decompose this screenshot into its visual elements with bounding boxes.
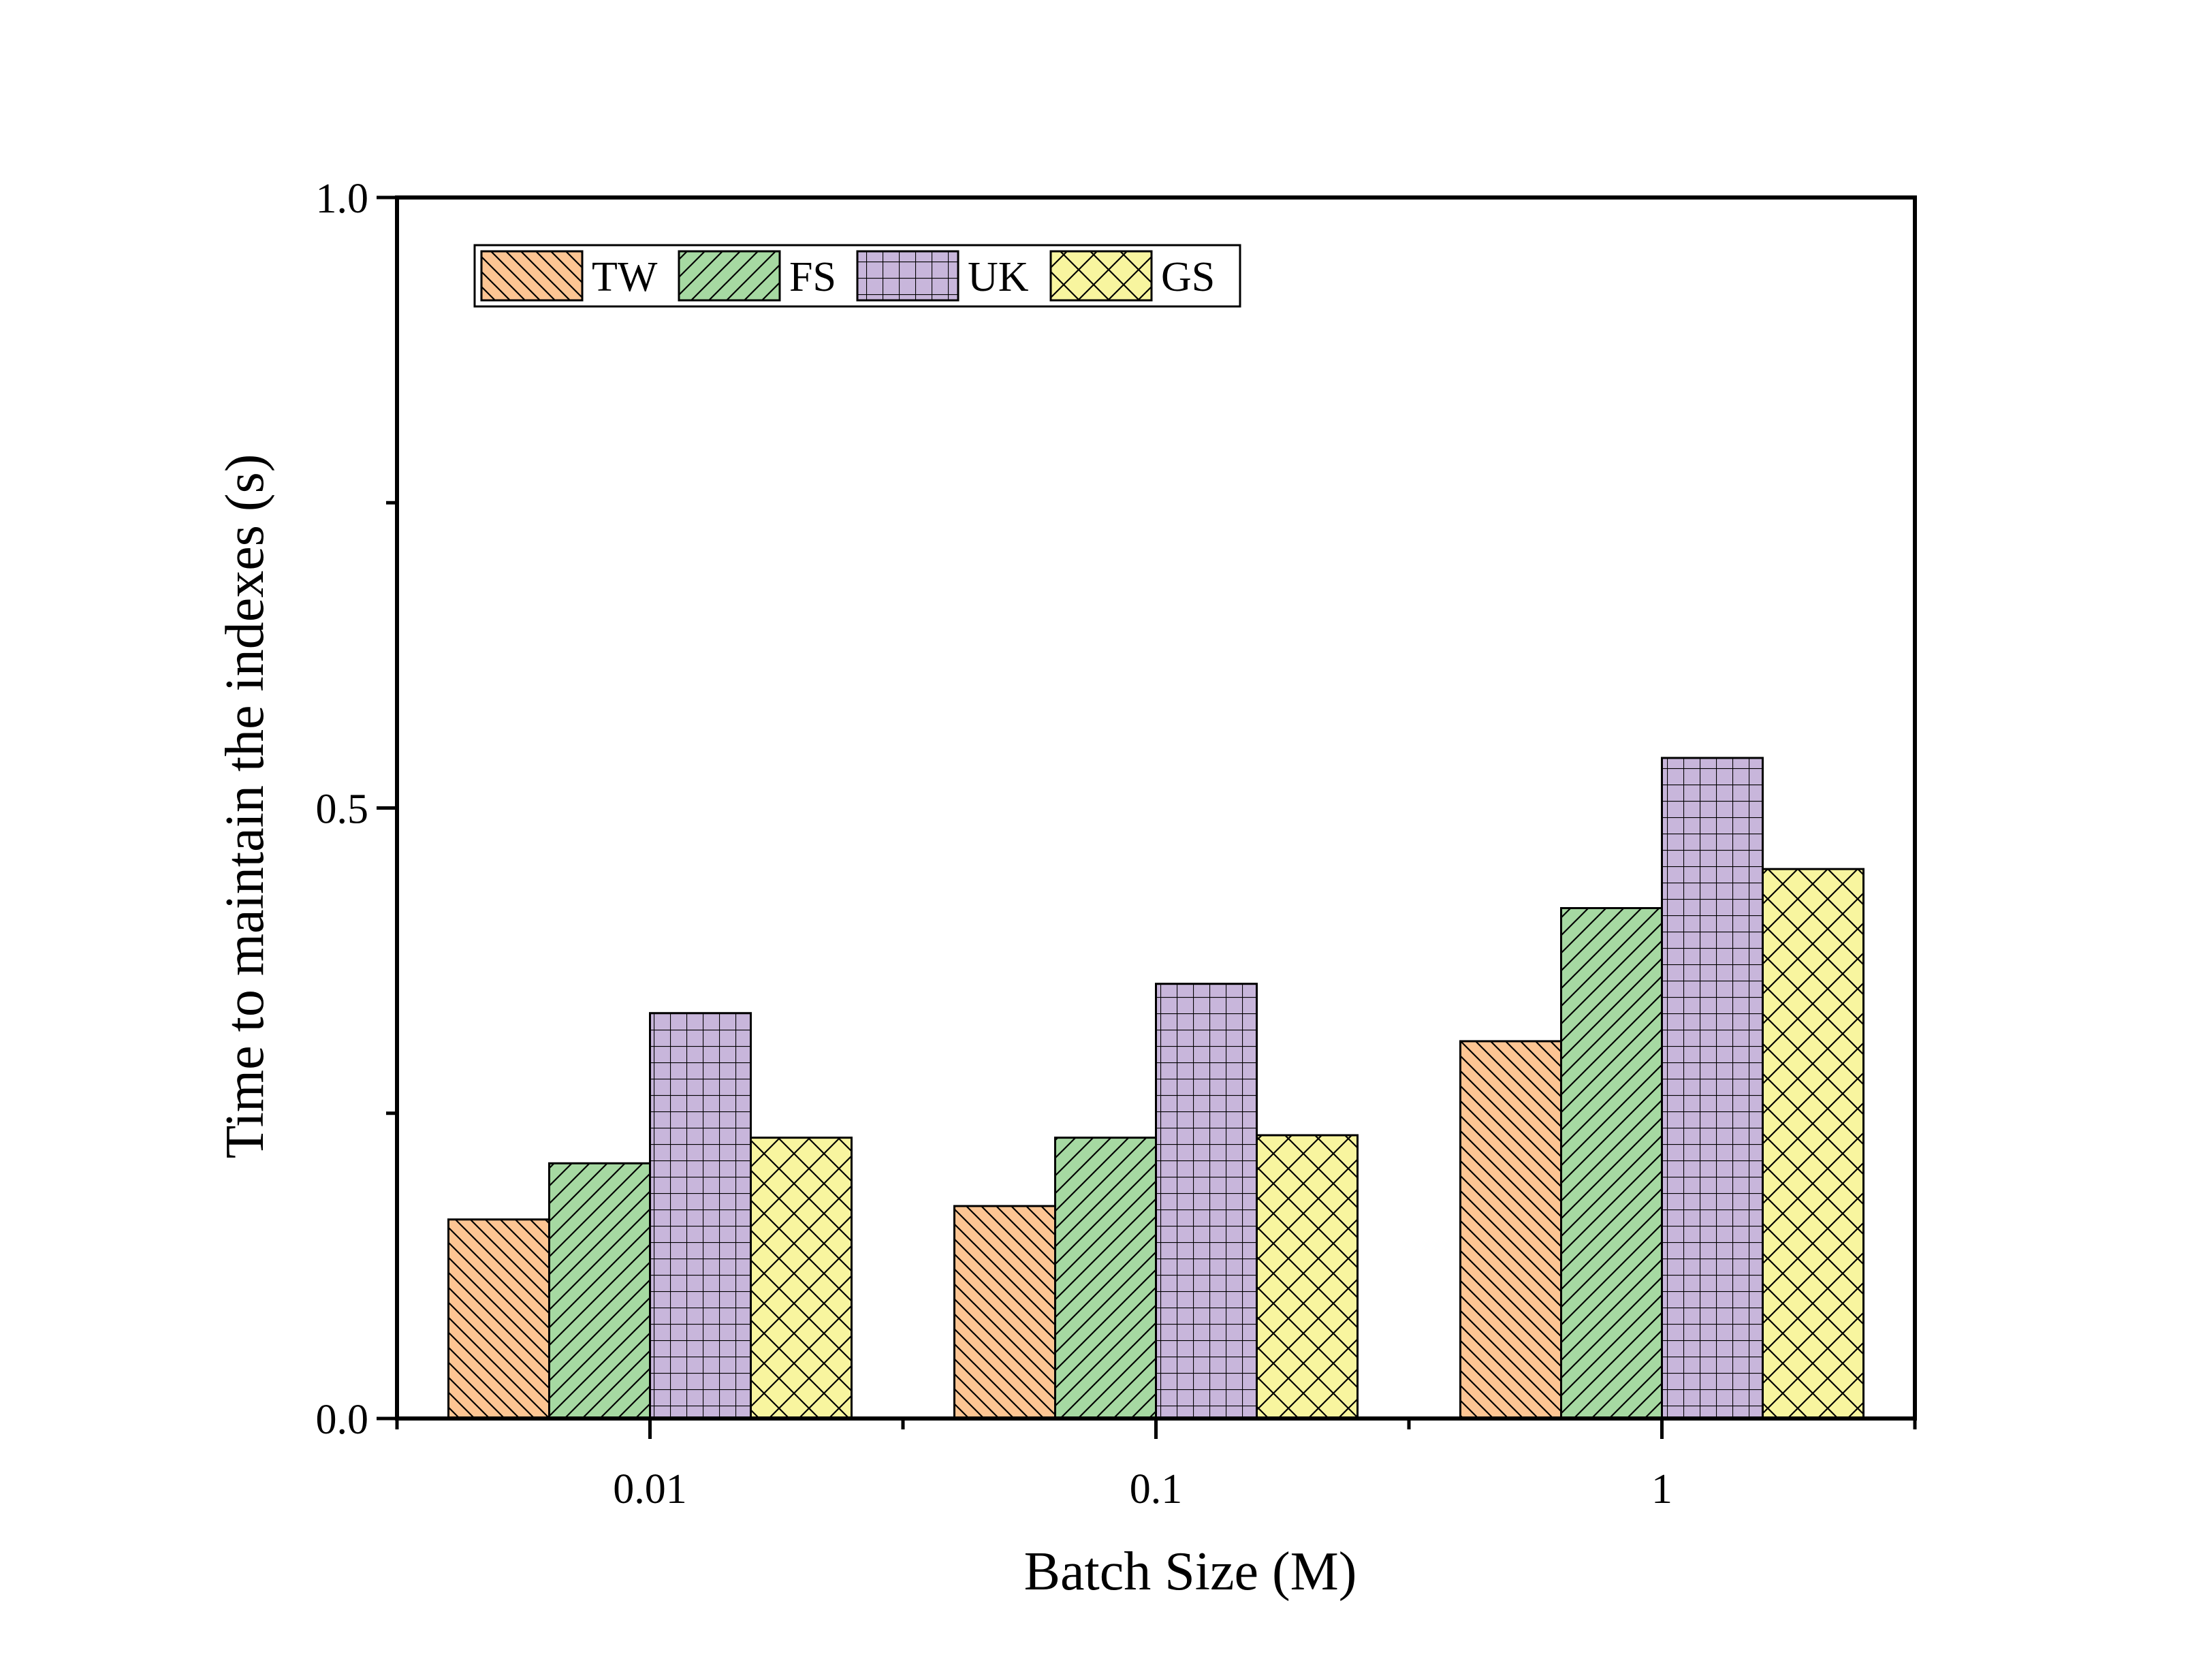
y-axis-title: Time to maintain the indexes (s) — [215, 454, 275, 1159]
bar-fs-0.1 — [1054, 1137, 1157, 1420]
bar-gs-0.01 — [750, 1137, 853, 1420]
x-tick-label: 0.1 — [1130, 1466, 1183, 1512]
bar-tw-0.01 — [447, 1218, 550, 1420]
legend-label-tw: TW — [592, 254, 658, 300]
bar-fs-1 — [1560, 907, 1663, 1420]
legend: TW FS UK GS — [473, 244, 1241, 308]
x-tick-label: 1 — [1651, 1466, 1672, 1512]
bar-tw-0.1 — [953, 1205, 1056, 1420]
bar-tw-1 — [1459, 1040, 1562, 1420]
axes-layer: 0.0 0.5 1.0 0.01 0.1 1 — [316, 176, 1917, 1512]
legend-label-fs: FS — [789, 254, 836, 300]
bar-uk-0.01 — [649, 1012, 752, 1420]
bar-gs-0.1 — [1256, 1134, 1359, 1420]
x-tick-label: 0.01 — [613, 1466, 687, 1512]
legend-swatch-fs — [678, 250, 781, 302]
x-axis-title: Batch Size (M) — [1024, 1542, 1357, 1602]
bar-uk-1 — [1661, 757, 1764, 1420]
y-tick-label: 0.0 — [316, 1397, 369, 1443]
legend-label-gs: GS — [1161, 254, 1215, 300]
y-tick-label: 1.0 — [316, 176, 369, 222]
bar-uk-0.1 — [1155, 983, 1258, 1420]
y-tick-label: 0.5 — [316, 787, 369, 833]
legend-swatch-gs — [1049, 250, 1153, 302]
legend-swatch-tw — [480, 250, 584, 302]
legend-label-uk: UK — [968, 254, 1029, 300]
legend-swatch-uk — [856, 250, 959, 302]
bar-gs-1 — [1762, 868, 1864, 1420]
bar-fs-0.01 — [548, 1162, 651, 1420]
bars-layer — [447, 757, 1864, 1420]
